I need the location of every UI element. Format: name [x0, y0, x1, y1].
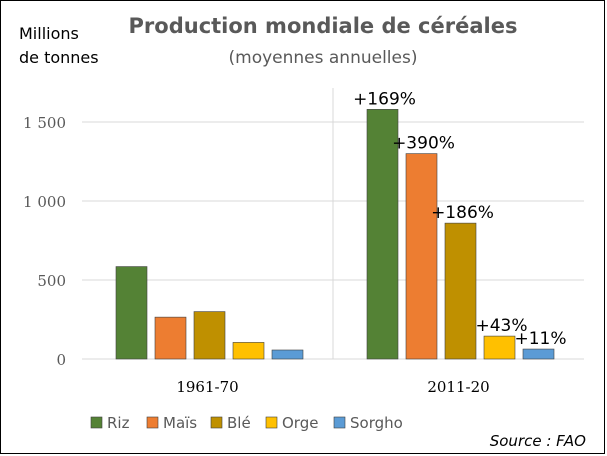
y-tick-labels: 0 500 1 000 1 500 — [23, 114, 66, 369]
legend-label: Riz — [107, 414, 130, 432]
bar — [232, 342, 265, 360]
data-label: +169% — [353, 89, 416, 109]
legend-swatch — [265, 416, 278, 429]
legend-swatch — [333, 416, 346, 429]
y-tick-label: 500 — [37, 272, 66, 290]
legend-label: Orge — [282, 414, 318, 432]
legend-swatch — [210, 416, 223, 429]
legend-label: Sorgho — [350, 414, 403, 432]
bars — [115, 109, 555, 360]
y-tick-label: 0 — [56, 351, 66, 369]
y-tick-label: 1 500 — [23, 114, 66, 132]
y-tick-label: 1 000 — [23, 193, 66, 211]
data-label: +43% — [475, 316, 527, 336]
bar — [444, 222, 477, 360]
legend-swatch — [90, 416, 103, 429]
y-axis-unit-line2: de tonnes — [19, 48, 99, 67]
legend: Riz Maïs Blé Orge Sorgho — [90, 414, 403, 432]
chart-subtitle: (moyennes annuelles) — [229, 48, 418, 68]
x-category-label: 1961-70 — [176, 378, 238, 396]
legend-label: Blé — [227, 414, 251, 432]
bar — [193, 311, 226, 360]
bar — [522, 348, 555, 360]
legend-label: Maïs — [163, 414, 197, 432]
legend-swatch — [146, 416, 159, 429]
data-label: +390% — [392, 134, 455, 154]
bar — [154, 316, 187, 360]
data-label: +186% — [431, 203, 494, 223]
data-labels: +169% +390% +186% +43%+11% — [353, 89, 566, 349]
y-axis-unit-line1: Millions — [19, 24, 79, 43]
x-category-label: 2011-20 — [427, 378, 489, 396]
bar — [405, 153, 438, 360]
data-label: +11% — [514, 329, 566, 349]
bar — [483, 335, 516, 360]
chart-title: Production mondiale de céréales — [129, 14, 518, 38]
bar — [366, 109, 399, 360]
x-category-labels: 1961-70 2011-20 — [176, 378, 489, 396]
bar — [115, 266, 148, 360]
source-note: Source : FAO — [490, 432, 586, 450]
bar — [271, 349, 304, 360]
